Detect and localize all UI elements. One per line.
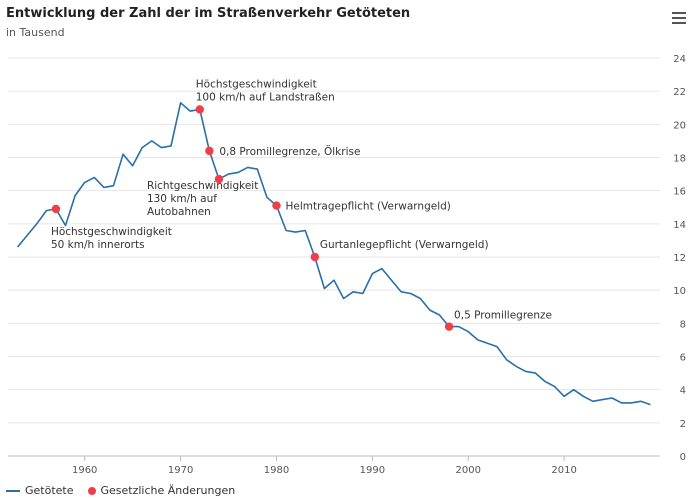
hamburger-menu-icon[interactable]: [672, 12, 686, 24]
event-marker: [214, 174, 224, 184]
annotation-label: Höchstgeschwindigkeit: [51, 226, 172, 238]
x-tick-label: 1990: [360, 465, 385, 476]
y-tick-label: 10: [673, 286, 686, 297]
y-tick-label: 8: [680, 319, 686, 330]
y-tick-label: 24: [673, 54, 686, 65]
y-tick-label: 14: [673, 220, 686, 231]
y-tick-label: 6: [680, 353, 686, 364]
event-marker: [272, 201, 281, 210]
y-tick-label: 12: [673, 253, 686, 264]
event-marker: [444, 322, 454, 331]
annotation-label: Autobahnen: [147, 206, 211, 218]
legend-line-swatch: [6, 489, 20, 492]
annotation-label: 0,8 Promillegrenze, Ölkrise: [219, 145, 360, 158]
annotation-label: 0,5 Promillegrenze: [454, 310, 552, 322]
x-tick-label: 2010: [551, 465, 576, 476]
x-tick-label: 1960: [72, 465, 97, 476]
y-tick-label: 2: [680, 419, 686, 430]
series-line-getoetete: [16, 102, 651, 406]
legend-label-getoetete: Getötete: [25, 484, 74, 497]
x-tick-label: 1980: [264, 465, 289, 476]
annotation-label: Richtgeschwindigkeit: [147, 180, 258, 192]
annotation-label: Gurtanlegepflicht (Verwarngeld): [320, 239, 489, 251]
annotation-label: Helmtragepflicht (Verwarngeld): [285, 201, 450, 213]
chart-subtitle: in Tausend: [6, 26, 65, 39]
x-tick-label: 2000: [456, 465, 481, 476]
y-tick-label: 0: [680, 452, 686, 463]
event-marker: [195, 105, 204, 114]
legend: Getötete Gesetzliche Änderungen: [6, 484, 249, 497]
x-tick-label: 1970: [168, 465, 193, 476]
event-marker: [205, 146, 214, 156]
event-marker: [51, 204, 61, 214]
legend-item-aenderungen[interactable]: Gesetzliche Änderungen: [87, 484, 236, 497]
y-tick-label: 4: [680, 386, 686, 397]
legend-label-aenderungen: Gesetzliche Änderungen: [100, 484, 236, 497]
y-tick-label: 18: [673, 154, 686, 165]
y-tick-label: 16: [673, 187, 686, 198]
annotation-label: Höchstgeschwindigkeit: [196, 78, 317, 90]
chart-title: Entwicklung der Zahl der im Straßenverke…: [6, 6, 411, 21]
annotation-label: 100 km/h auf Landstraßen: [196, 91, 335, 103]
legend-dot-swatch: [87, 486, 96, 495]
event-marker: [310, 252, 320, 262]
y-tick-label: 22: [673, 87, 686, 98]
y-tick-label: 20: [673, 120, 686, 131]
annotation-label: 50 km/h innerorts: [51, 239, 145, 251]
legend-item-getoetete[interactable]: Getötete: [6, 484, 74, 497]
annotation-label: 130 km/h auf: [147, 193, 217, 205]
